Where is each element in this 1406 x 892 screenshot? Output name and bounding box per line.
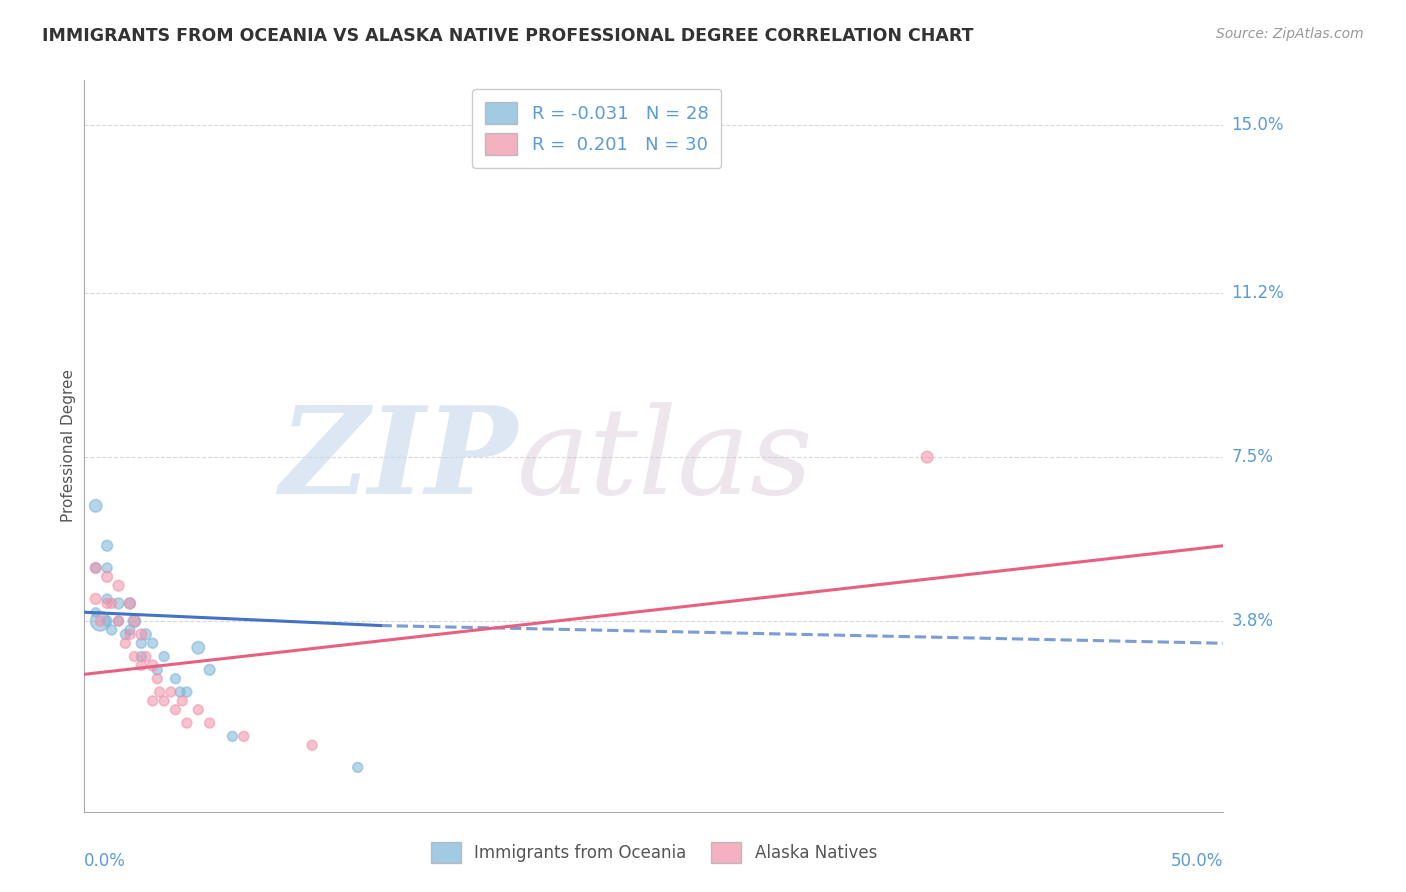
Point — [96, 596, 118, 610]
Point — [96, 561, 118, 575]
Point — [107, 614, 129, 628]
Point — [107, 614, 129, 628]
Point — [84, 561, 107, 575]
Point — [96, 614, 118, 628]
Point — [114, 627, 136, 641]
Point — [169, 685, 191, 699]
Point — [118, 596, 141, 610]
Point — [118, 596, 141, 610]
Text: 50.0%: 50.0% — [1171, 852, 1223, 870]
Text: atlas: atlas — [517, 402, 814, 519]
Point — [135, 627, 157, 641]
Point — [84, 499, 107, 513]
Point — [124, 614, 146, 628]
Point — [100, 596, 122, 610]
Point — [124, 614, 146, 628]
Point — [131, 658, 153, 673]
Point — [198, 716, 221, 731]
Point — [107, 579, 129, 593]
Point — [176, 716, 198, 731]
Text: 7.5%: 7.5% — [1232, 448, 1274, 467]
Point — [172, 694, 194, 708]
Point — [96, 570, 118, 584]
Point — [84, 591, 107, 606]
Point — [221, 730, 243, 744]
Point — [915, 450, 938, 464]
Point — [165, 703, 187, 717]
Point — [131, 627, 153, 641]
Point — [198, 663, 221, 677]
Point — [142, 658, 165, 673]
Point — [146, 663, 169, 677]
Text: 15.0%: 15.0% — [1232, 116, 1284, 134]
Point — [84, 561, 107, 575]
Point — [89, 614, 111, 628]
Text: ZIP: ZIP — [278, 401, 517, 520]
Text: 0.0%: 0.0% — [84, 852, 127, 870]
Point — [176, 685, 198, 699]
Text: 3.8%: 3.8% — [1232, 612, 1274, 630]
Point — [118, 627, 141, 641]
Point — [96, 539, 118, 553]
Point — [114, 636, 136, 650]
Point — [187, 640, 209, 655]
Legend: Immigrants from Oceania, Alaska Natives: Immigrants from Oceania, Alaska Natives — [425, 836, 883, 869]
Point — [160, 685, 183, 699]
Point — [96, 591, 118, 606]
Text: IMMIGRANTS FROM OCEANIA VS ALASKA NATIVE PROFESSIONAL DEGREE CORRELATION CHART: IMMIGRANTS FROM OCEANIA VS ALASKA NATIVE… — [42, 27, 974, 45]
Point — [148, 685, 170, 699]
Point — [118, 623, 141, 637]
Point — [165, 672, 187, 686]
Text: Source: ZipAtlas.com: Source: ZipAtlas.com — [1216, 27, 1364, 41]
Point — [142, 694, 165, 708]
Point — [124, 649, 146, 664]
Point — [301, 738, 323, 752]
Point — [153, 694, 176, 708]
Text: 11.2%: 11.2% — [1232, 284, 1284, 302]
Point — [107, 596, 129, 610]
Point — [131, 649, 153, 664]
Point — [142, 636, 165, 650]
Point — [146, 672, 169, 686]
Point — [100, 623, 122, 637]
Point — [187, 703, 209, 717]
Y-axis label: Professional Degree: Professional Degree — [60, 369, 76, 523]
Point — [131, 636, 153, 650]
Point — [84, 605, 107, 619]
Point — [153, 649, 176, 664]
Point — [346, 760, 368, 774]
Point — [135, 649, 157, 664]
Point — [232, 730, 254, 744]
Point — [89, 614, 111, 628]
